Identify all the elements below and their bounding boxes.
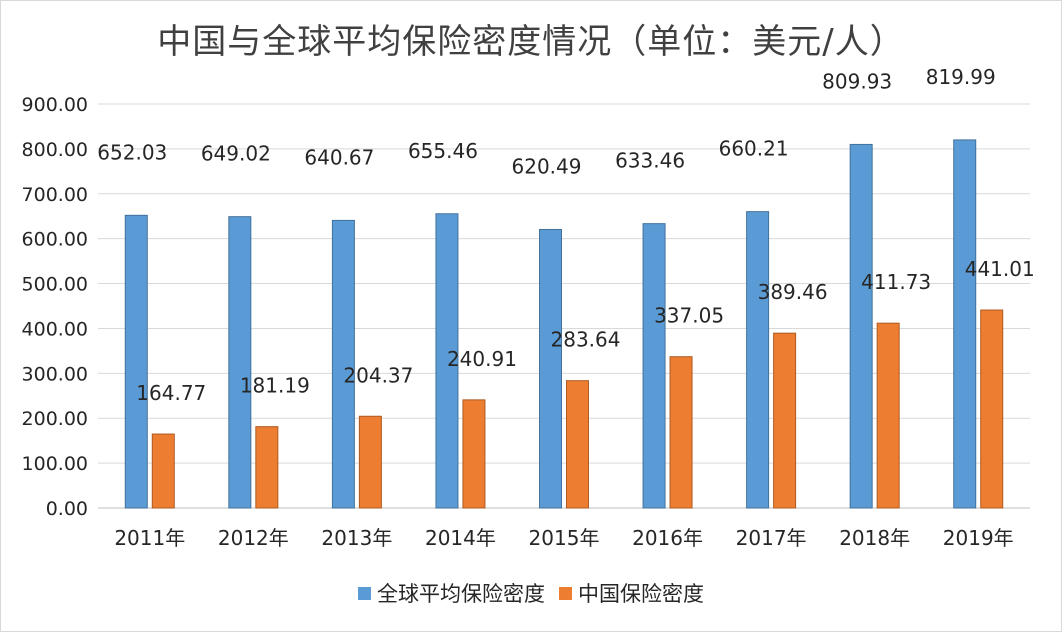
data-label-global: 819.99 — [926, 65, 996, 89]
legend-label-china: 中国保险密度 — [578, 582, 704, 606]
data-label-global: 620.49 — [512, 154, 582, 178]
legend-label-global: 全球平均保险密度 — [377, 582, 545, 606]
bar-china — [566, 380, 589, 509]
x-tick-label: 2017年 — [736, 526, 807, 550]
x-tick-label: 2013年 — [321, 526, 392, 550]
data-label-china: 164.77 — [136, 381, 206, 405]
bar-china — [255, 426, 279, 509]
y-tick-label: 700.00 — [22, 184, 88, 206]
bar-global — [228, 216, 252, 509]
bar-china — [358, 415, 382, 509]
data-label-global: 660.21 — [719, 137, 789, 161]
chart-legend: 全球平均保险密度 中国保险密度 — [0, 578, 1062, 608]
y-tick-label: 100.00 — [22, 453, 88, 475]
legend-swatch-china — [559, 586, 572, 600]
data-label-china: 204.37 — [343, 363, 413, 387]
legend-item-china: 中国保险密度 — [559, 578, 704, 608]
bar-china — [151, 433, 175, 509]
bar-global — [953, 139, 977, 509]
data-label-china: 283.64 — [551, 328, 621, 352]
data-label-china: 389.46 — [758, 280, 828, 304]
bar-global — [642, 223, 666, 509]
data-label-china: 240.91 — [447, 347, 517, 371]
x-tick-label: 2015年 — [529, 526, 600, 550]
y-tick-label: 200.00 — [22, 408, 88, 430]
data-label-china: 337.05 — [654, 304, 724, 328]
bar-global — [331, 219, 355, 509]
bar-china — [980, 309, 1004, 509]
legend-swatch-global — [358, 586, 371, 600]
x-tick-label: 2016年 — [632, 526, 703, 550]
bar-global — [539, 228, 562, 509]
x-tick-label: 2011年 — [114, 526, 185, 550]
bar-china — [462, 399, 486, 509]
y-tick-label: 400.00 — [22, 318, 88, 340]
bar-china — [773, 332, 797, 509]
x-tick-label: 2014年 — [425, 526, 496, 550]
x-tick-label: 2012年 — [218, 526, 289, 550]
x-tick-label: 2019年 — [943, 526, 1014, 550]
y-tick-label: 500.00 — [22, 274, 88, 296]
bar-global — [849, 143, 873, 509]
data-label-global: 649.02 — [201, 142, 271, 166]
data-label-global: 652.03 — [97, 140, 167, 164]
data-label-china: 441.01 — [965, 257, 1035, 281]
bar-global — [435, 213, 459, 509]
bar-global — [124, 214, 148, 509]
y-tick-label: 0.00 — [46, 498, 88, 520]
data-label-global: 655.46 — [408, 139, 478, 163]
legend-item-global: 全球平均保险密度 — [358, 578, 545, 608]
bar-china — [669, 356, 693, 509]
data-label-china: 411.73 — [861, 270, 931, 294]
y-tick-label: 300.00 — [22, 363, 88, 385]
y-tick-label: 600.00 — [22, 229, 88, 251]
data-label-china: 181.19 — [240, 374, 310, 398]
data-label-global: 633.46 — [615, 149, 685, 173]
bar-chart: 0.00 100.00 200.00 300.00 400.00 500.00 600.00… — [22, 65, 1035, 550]
data-label-global: 640.67 — [304, 145, 374, 169]
y-tick-label: 900.00 — [22, 94, 88, 116]
y-tick-label: 800.00 — [22, 139, 88, 161]
bar-china — [876, 322, 900, 509]
bar-global — [746, 211, 770, 509]
x-tick-label: 2018年 — [839, 526, 910, 550]
chart-title: 中国与全球平均保险密度情况（单位：美元/人） — [157, 22, 905, 62]
data-label-global: 809.93 — [822, 69, 892, 93]
